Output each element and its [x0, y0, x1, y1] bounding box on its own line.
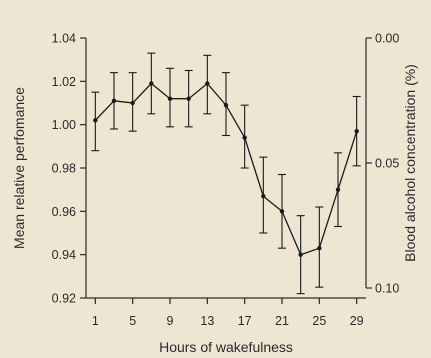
data-point [93, 118, 98, 123]
error-bars [91, 52, 361, 295]
data-point [223, 102, 229, 108]
x-tick-label: 25 [312, 314, 326, 328]
x-tick-label: 9 [167, 314, 174, 328]
x-tick-label: 13 [200, 314, 214, 328]
data-point [261, 193, 266, 199]
y2-axis-title: Blood alcohol concentration (%) [402, 64, 418, 262]
y-tick-label: 0.92 [52, 292, 76, 306]
y-tick-label: 0.94 [52, 248, 76, 262]
data-point [354, 128, 359, 134]
y2-tick-label: 0.05 [375, 157, 399, 171]
data-point [130, 100, 135, 106]
data-point [205, 81, 210, 86]
data-point [298, 252, 303, 257]
y-tick-label: 1.02 [52, 75, 76, 89]
y-tick-label: 1.00 [52, 118, 76, 132]
data-point [186, 96, 191, 101]
y2-tick-label: 0.10 [375, 282, 399, 296]
data-point [149, 81, 154, 86]
x-tick-label: 21 [275, 314, 289, 328]
series-group [93, 81, 359, 257]
data-point [279, 209, 285, 214]
data-point [317, 245, 322, 251]
y-tick-label: 1.04 [52, 32, 76, 46]
y-tick-label: 0.98 [52, 162, 76, 176]
y-tick-label: 0.96 [52, 205, 76, 219]
data-point [111, 98, 117, 104]
axes: 0.92 0.94 0.96 0.98 1.00 1.02 1.04 1 5 9 13 17 21 25 2… [52, 32, 400, 329]
y2-tick-label: 0.00 [375, 32, 399, 46]
x-tick-label: 5 [129, 314, 136, 328]
data-point [335, 187, 341, 192]
x-tick-label: 29 [350, 314, 364, 328]
data-point [242, 135, 247, 140]
x-tick-label: 1 [92, 314, 99, 328]
y-axis-title: Mean relative perfomance [11, 87, 27, 249]
x-tick-label: 17 [238, 314, 252, 328]
data-point [167, 96, 173, 101]
x-axis-title: Hours of wakefulness [159, 339, 293, 355]
